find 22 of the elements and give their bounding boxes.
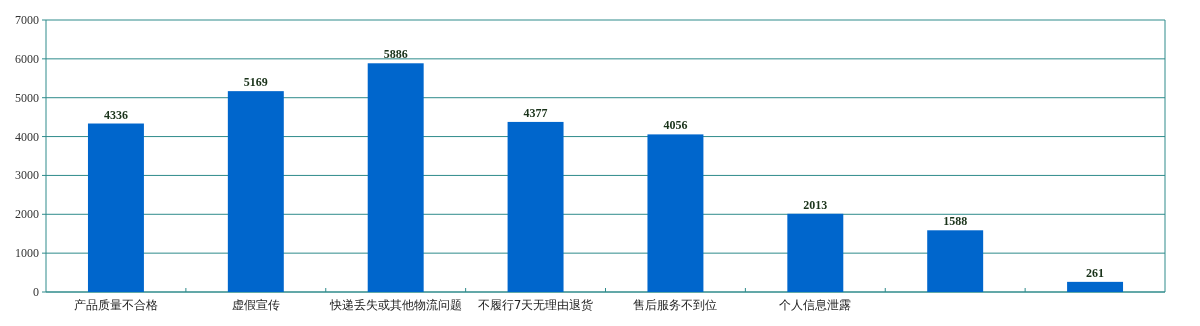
x-tick-label: 虚假宣传 <box>231 298 280 312</box>
y-tick-label: 6000 <box>15 51 39 66</box>
x-tick-label: 售后服务不到位 <box>633 298 718 312</box>
y-tick-label: 7000 <box>15 13 39 27</box>
data-label: 4377 <box>523 105 548 120</box>
y-tick-label: 5000 <box>15 90 39 105</box>
data-label: 4056 <box>663 118 688 133</box>
y-tick-label: 0 <box>33 285 39 299</box>
data-label: 5169 <box>243 75 268 90</box>
x-tick-label: 产品质量不合格 <box>73 298 158 312</box>
data-label: 4336 <box>103 107 128 122</box>
x-tick-label: 个人信息泄露 <box>779 298 852 312</box>
y-tick-label: 2000 <box>15 207 39 222</box>
data-label: 2013 <box>803 197 828 212</box>
data-label: 5886 <box>383 47 408 62</box>
x-tick-label: 快递丢失或其他物流问题 <box>328 298 462 312</box>
data-label: 261 <box>1086 265 1105 280</box>
y-tick-label: 4000 <box>15 129 39 144</box>
y-tick-label: 1000 <box>15 246 39 261</box>
y-tick-label: 3000 <box>15 168 39 183</box>
data-label: 1588 <box>943 214 968 229</box>
x-tick-label: 不履行7天无理由退货 <box>477 298 594 312</box>
